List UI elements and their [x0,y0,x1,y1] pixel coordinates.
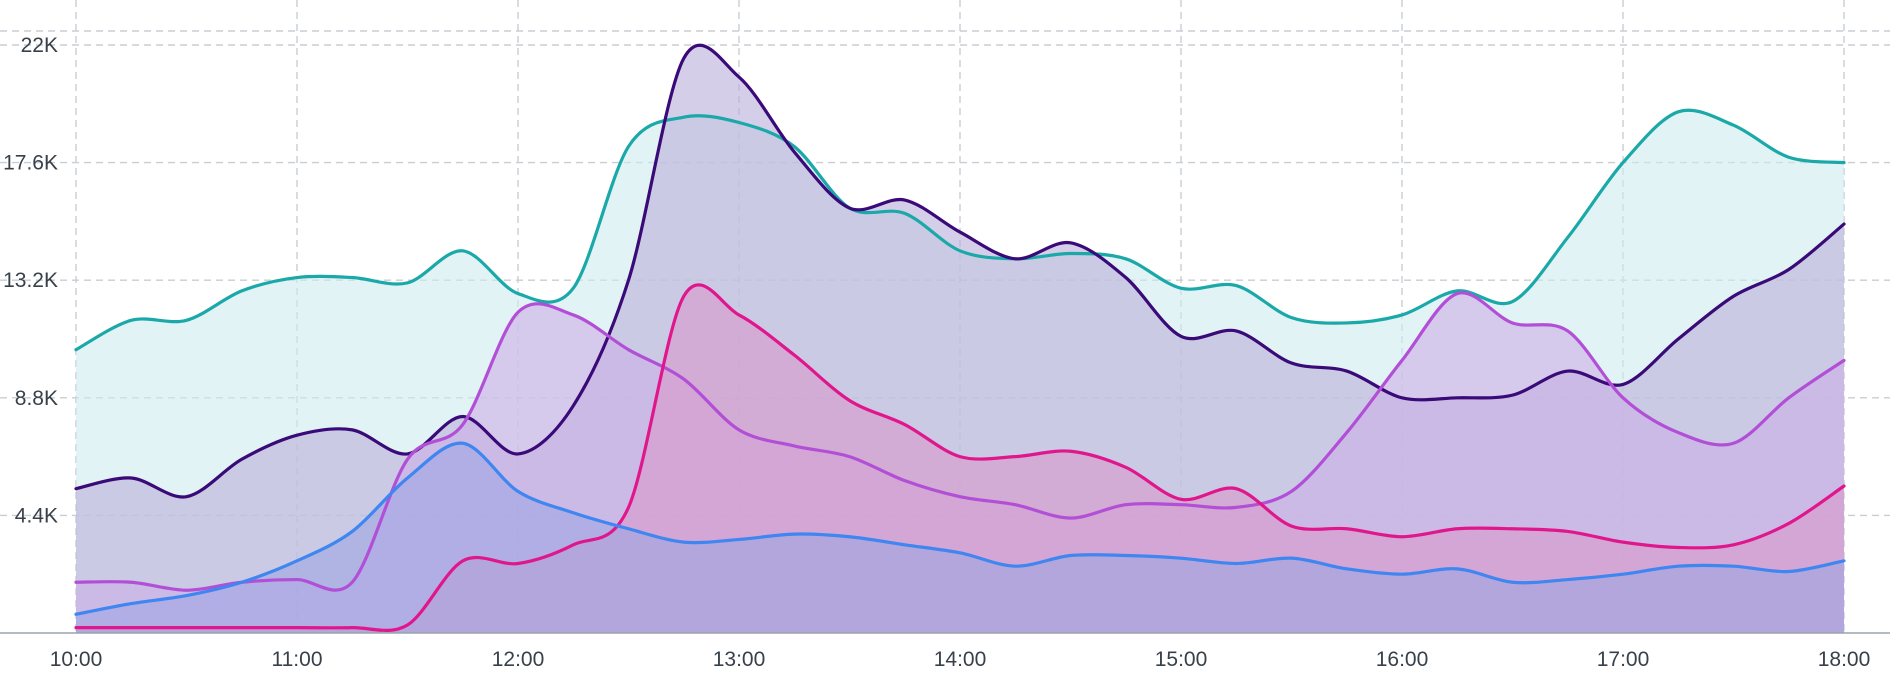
series-areas [76,45,1844,634]
y-tick-label: 8.8K [15,387,58,410]
x-tick-label: 18:00 [1818,648,1871,671]
x-tick-label: 11:00 [272,648,323,671]
y-tick-label: 22K [21,34,58,57]
x-tick-label: 13:00 [713,648,766,671]
y-tick-label: 4.4K [15,504,58,527]
series-area-4 [76,443,1844,633]
series-line-3[interactable] [74,283,1846,633]
series-area-3 [76,284,1844,633]
x-tick-label: 15:00 [1155,648,1208,671]
series-line-4[interactable] [74,441,1846,616]
y-tick-label: 17.6K [3,152,58,175]
y-axis-ticks: 4.4K 8.8K 13.2K 17.6K 22K [3,34,58,527]
series-lines [74,43,1846,633]
x-tick-label: 17:00 [1597,648,1650,671]
x-tick-label: 12:00 [492,648,545,671]
x-tick-label: 16:00 [1376,648,1429,671]
series-line-0[interactable] [74,108,1846,352]
x-tick-label: 10:00 [50,648,103,671]
y-tick-label: 13.2K [3,269,58,292]
x-tick-label: 14:00 [934,648,987,671]
series-line-2[interactable] [74,291,1846,592]
series-line-1[interactable] [74,43,1846,499]
x-axis-ticks: 10:00 11:00 12:00 13:00 14:00 15:00 16:00 17:00… [50,648,1871,671]
